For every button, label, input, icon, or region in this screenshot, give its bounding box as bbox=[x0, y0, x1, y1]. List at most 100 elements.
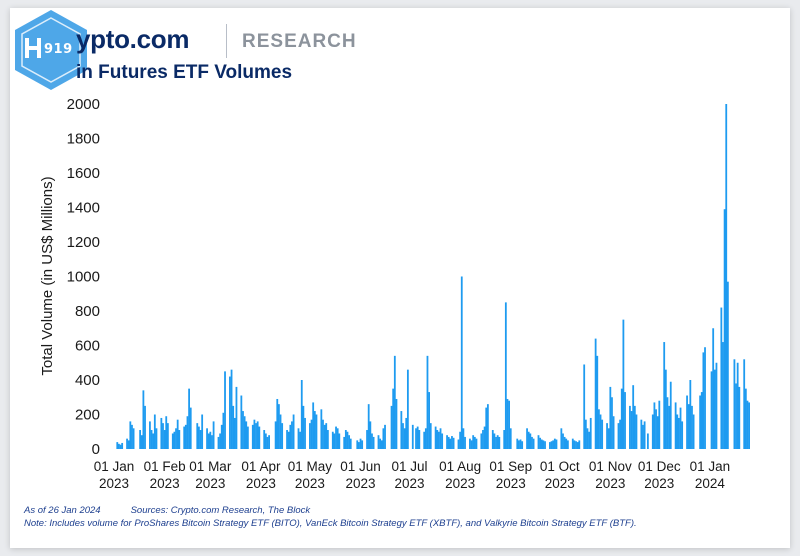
volume-bar bbox=[196, 423, 199, 450]
volume-bar bbox=[400, 411, 403, 449]
volume-bar bbox=[619, 419, 622, 449]
volume-bar bbox=[183, 426, 186, 449]
section-label: RESEARCH bbox=[242, 31, 357, 52]
volume-bar bbox=[495, 436, 497, 449]
volume-bar bbox=[336, 428, 339, 449]
volume-bar bbox=[575, 441, 577, 449]
volume-bar bbox=[371, 433, 373, 449]
volume-bar bbox=[268, 435, 270, 449]
volume-bar bbox=[162, 423, 164, 450]
volume-bar bbox=[669, 381, 672, 449]
volume-bar bbox=[184, 424, 187, 449]
volume-bar bbox=[686, 395, 688, 449]
y-tick-label: 1800 bbox=[67, 131, 100, 148]
volume-bar bbox=[274, 421, 277, 449]
volume-bar bbox=[289, 424, 292, 449]
volume-bar bbox=[436, 430, 439, 449]
x-tick-label: 01 Oct bbox=[540, 459, 580, 474]
x-tick-label: 01 Apr bbox=[241, 459, 281, 474]
volume-bar bbox=[233, 417, 236, 449]
volume-bar bbox=[439, 428, 442, 449]
volume-bar bbox=[139, 430, 142, 449]
volume-bar bbox=[300, 380, 303, 449]
volume-bar bbox=[542, 440, 545, 450]
volume-bar bbox=[344, 430, 347, 449]
volume-bar bbox=[735, 383, 737, 449]
volume-bar bbox=[550, 441, 553, 449]
volume-bar bbox=[411, 424, 414, 449]
volume-bar bbox=[629, 405, 631, 450]
y-tick-label: 1400 bbox=[67, 200, 100, 217]
volume-bar bbox=[382, 428, 385, 449]
brand-logo-text: ypto.com bbox=[76, 24, 190, 54]
volume-bar bbox=[149, 421, 151, 449]
volume-bar bbox=[464, 436, 466, 449]
x-tick-year-label: 2023 bbox=[394, 476, 424, 491]
volume-bar bbox=[279, 414, 282, 449]
volume-bar bbox=[369, 421, 372, 449]
volume-bar bbox=[253, 419, 256, 449]
volume-bar bbox=[691, 405, 693, 450]
volume-bar bbox=[599, 414, 602, 449]
volume-bar bbox=[589, 417, 592, 449]
volume-bar bbox=[624, 392, 626, 449]
volume-bar bbox=[219, 433, 222, 449]
volume-bar bbox=[457, 439, 460, 449]
volume-bar bbox=[171, 433, 174, 449]
volume-bar bbox=[207, 433, 210, 449]
x-tick-year-label: 2023 bbox=[644, 476, 674, 491]
volume-bar bbox=[222, 412, 225, 449]
volume-bar bbox=[687, 404, 690, 449]
x-tick-year-label: 2023 bbox=[346, 476, 376, 491]
volume-bar bbox=[189, 407, 192, 449]
volume-bar bbox=[563, 436, 566, 449]
as-of-date: As of 26 Jan 2024 bbox=[24, 505, 101, 516]
volume-bar bbox=[127, 440, 130, 450]
volume-bar bbox=[176, 419, 179, 449]
volume-bar bbox=[540, 439, 543, 449]
volume-bar bbox=[635, 414, 638, 449]
x-tick-label: 01 Sep bbox=[489, 459, 532, 474]
volume-bar bbox=[395, 398, 398, 449]
volume-bar bbox=[235, 386, 238, 449]
volume-bar bbox=[428, 392, 430, 449]
volume-bar bbox=[531, 436, 533, 449]
volume-bar bbox=[309, 423, 311, 450]
volume-bar bbox=[720, 307, 723, 449]
volume-bar bbox=[630, 411, 633, 449]
volume-bar bbox=[163, 430, 166, 449]
x-tick-year-label: 2023 bbox=[195, 476, 225, 491]
volume-bar bbox=[418, 430, 421, 449]
volume-bar bbox=[725, 104, 728, 449]
volume-bar bbox=[264, 433, 267, 449]
volume-bar bbox=[529, 433, 532, 449]
volume-bar bbox=[416, 426, 419, 449]
volume-bar bbox=[578, 440, 581, 450]
volume-bar bbox=[178, 430, 181, 449]
volume-bar bbox=[679, 407, 682, 449]
volume-bar bbox=[743, 359, 746, 449]
volume-bar bbox=[315, 414, 318, 449]
volume-bar bbox=[209, 431, 212, 449]
volume-bar bbox=[668, 405, 670, 450]
volume-bar bbox=[713, 369, 716, 449]
header-divider bbox=[226, 24, 227, 58]
volume-bar bbox=[611, 397, 613, 449]
x-tick-label: 01 Jun bbox=[340, 459, 381, 474]
volume-bar bbox=[320, 409, 323, 449]
volume-bar bbox=[746, 400, 749, 449]
volume-bar bbox=[384, 424, 386, 449]
volume-bar bbox=[126, 438, 128, 449]
volume-bar bbox=[674, 402, 677, 449]
volume-bar bbox=[188, 388, 190, 450]
volume-bar bbox=[700, 392, 703, 449]
volume-bar bbox=[349, 438, 352, 449]
volume-bar bbox=[150, 430, 153, 449]
volume-bar bbox=[480, 433, 483, 449]
x-tick-label: 01 Jan bbox=[690, 459, 731, 474]
volume-bar bbox=[736, 362, 739, 449]
volume-bar bbox=[555, 439, 558, 449]
y-axis-label: Total Volume (in US$ Millions) bbox=[39, 176, 56, 375]
volume-bar bbox=[516, 438, 519, 449]
x-tick-label: 01 May bbox=[288, 459, 333, 474]
